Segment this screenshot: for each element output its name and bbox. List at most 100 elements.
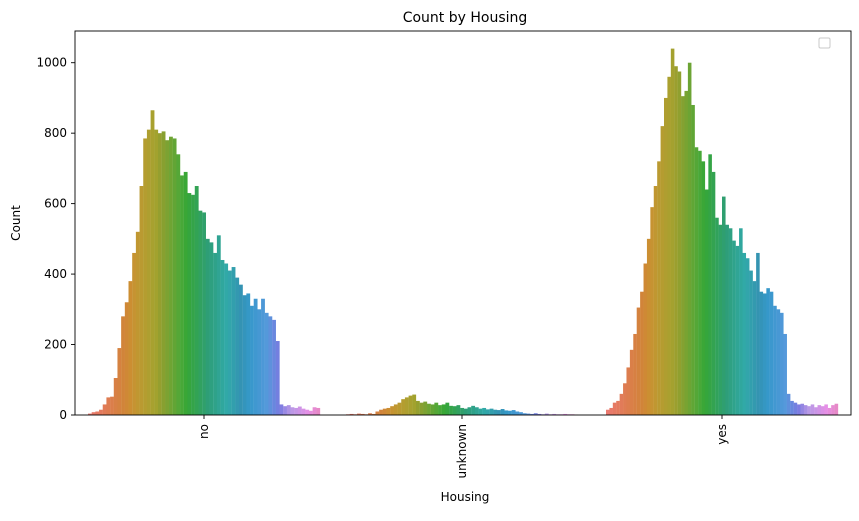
bar-yes — [828, 408, 832, 415]
bar-yes — [783, 334, 787, 415]
bar-no — [95, 411, 99, 415]
bar-yes — [824, 404, 828, 415]
bar-unknown — [493, 410, 497, 415]
bar-no — [279, 404, 283, 415]
bar-no — [114, 378, 118, 415]
bar-yes — [736, 246, 740, 415]
bar-unknown — [412, 395, 416, 415]
bar-no — [276, 341, 280, 415]
bar-no — [298, 407, 302, 415]
bar-no — [243, 295, 247, 415]
bar-yes — [667, 77, 671, 415]
bar-yes — [760, 292, 764, 415]
bar-unknown — [508, 411, 512, 415]
bar-no — [309, 411, 313, 415]
bar-yes — [797, 404, 801, 415]
bar-no — [132, 253, 136, 415]
bar-yes — [637, 308, 641, 415]
bar-unknown — [479, 409, 483, 415]
bar-yes — [831, 405, 835, 415]
bar-yes — [620, 394, 624, 415]
bar-no — [232, 267, 236, 415]
bar-no — [187, 193, 191, 415]
bar-unknown — [409, 396, 413, 415]
bar-no — [191, 195, 195, 415]
bar-no — [173, 138, 177, 415]
bar-yes — [729, 228, 733, 415]
bar-unknown — [468, 407, 472, 415]
y-tick-label: 0 — [59, 408, 67, 422]
bar-yes — [794, 403, 798, 415]
bar-no — [158, 133, 162, 415]
bar-yes — [705, 190, 709, 415]
bar-yes — [644, 264, 648, 415]
bar-unknown — [449, 406, 453, 415]
bar-yes — [800, 404, 804, 415]
bar-yes — [630, 350, 634, 415]
bar-yes — [814, 407, 818, 415]
bar-yes — [654, 186, 658, 415]
bar-yes — [633, 334, 637, 415]
bar-no — [217, 235, 221, 415]
bar-unknown — [423, 402, 427, 415]
bar-no — [316, 408, 320, 415]
bar-yes — [773, 306, 777, 415]
bar-no — [287, 405, 291, 415]
bar-yes — [835, 404, 839, 415]
bar-unknown — [464, 409, 468, 415]
bar-unknown — [390, 406, 394, 415]
x-axis-label: Housing — [441, 490, 490, 504]
bar-unknown — [490, 409, 494, 415]
bar-yes — [766, 288, 770, 415]
bar-yes — [606, 410, 610, 415]
bar-yes — [746, 258, 750, 415]
bar-no — [291, 407, 295, 415]
bar-no — [221, 260, 225, 415]
bar-no — [198, 211, 202, 415]
bar-no — [110, 397, 114, 415]
bar-yes — [623, 383, 627, 415]
bar-yes — [763, 293, 767, 415]
bar-unknown — [497, 410, 501, 415]
bar-no — [176, 154, 180, 415]
bar-no — [162, 131, 166, 415]
bar-unknown — [379, 410, 383, 415]
bar-no — [313, 407, 317, 415]
bar-yes — [787, 394, 791, 415]
bar-yes — [749, 271, 753, 415]
bar-yes — [688, 63, 692, 415]
bar-no — [261, 299, 265, 415]
bar-no — [136, 232, 140, 415]
bar-yes — [640, 292, 644, 415]
bar-no — [154, 130, 158, 415]
bar-yes — [821, 406, 825, 415]
bar-no — [254, 299, 258, 415]
bar-yes — [691, 105, 695, 415]
x-tick-label-unknown: unknown — [455, 424, 469, 479]
bar-yes — [695, 147, 699, 415]
bar-unknown — [453, 406, 457, 415]
bar-yes — [719, 225, 723, 415]
bar-unknown — [398, 403, 402, 415]
bar-yes — [702, 161, 706, 415]
bar-unknown — [515, 411, 519, 415]
y-tick-label: 400 — [44, 267, 67, 281]
bar-yes — [650, 207, 654, 415]
bar-yes — [681, 96, 685, 415]
bar-no — [250, 306, 254, 415]
bar-yes — [742, 253, 746, 415]
bar-no — [103, 404, 107, 415]
bar-yes — [811, 404, 815, 415]
bar-no — [169, 137, 173, 415]
bar-yes — [756, 253, 760, 415]
y-tick-label: 600 — [44, 197, 67, 211]
bar-no — [184, 172, 188, 415]
bar-yes — [732, 241, 736, 415]
y-tick-label: 800 — [44, 126, 67, 140]
bar-unknown — [482, 408, 486, 415]
bar-unknown — [401, 399, 405, 415]
y-tick-label: 200 — [44, 338, 67, 352]
bar-yes — [715, 218, 719, 415]
bar-no — [140, 186, 144, 415]
bar-unknown — [486, 409, 490, 415]
